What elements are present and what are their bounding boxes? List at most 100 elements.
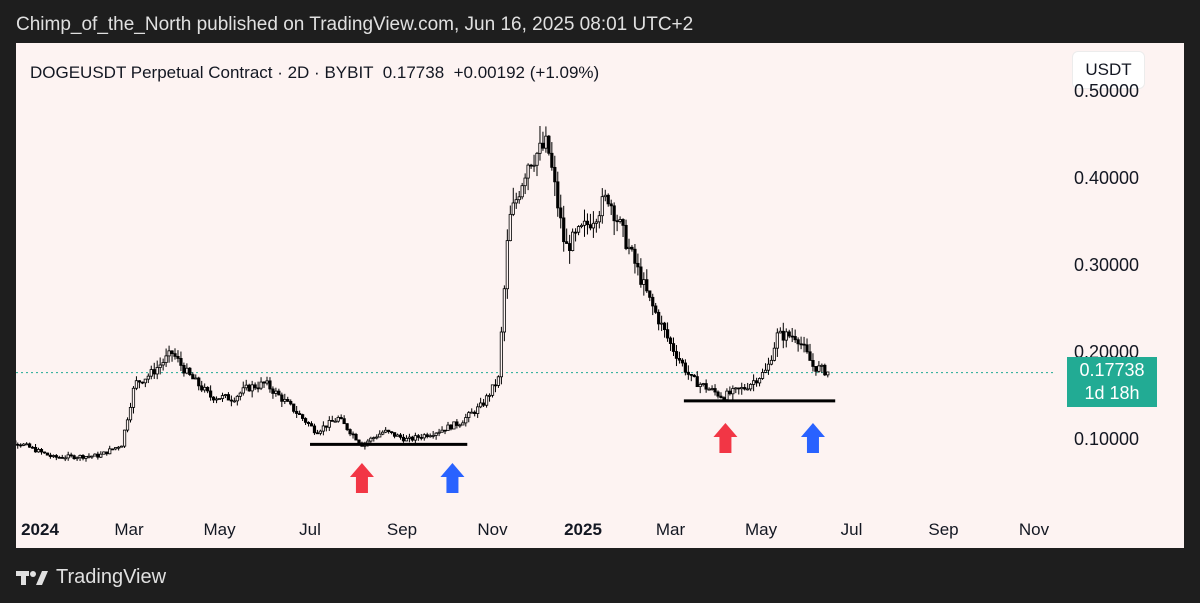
- candle-body: [612, 205, 616, 222]
- candle-body: [345, 423, 349, 430]
- time-tick-label: 2025: [564, 520, 602, 539]
- chart-panel[interactable]: DOGEUSDT Perpetual Contract · 2D · BYBIT…: [16, 43, 1184, 548]
- candle-body: [87, 455, 91, 458]
- candle-body: [680, 359, 685, 364]
- candle-body: [585, 220, 590, 226]
- candle-body: [39, 449, 44, 453]
- candle-body: [532, 164, 536, 167]
- candle-body: [247, 384, 251, 392]
- candle-body: [437, 431, 441, 434]
- candle-body: [78, 454, 82, 459]
- candle-body: [553, 166, 557, 183]
- blue-arrow-marker: [440, 463, 465, 493]
- candle-body: [473, 411, 477, 414]
- candle-body: [763, 369, 768, 373]
- candle-body: [562, 217, 566, 243]
- candle-body: [461, 422, 465, 426]
- tradingview-brand: TradingView: [56, 566, 167, 588]
- candle-body: [19, 444, 23, 447]
- candle-body: [571, 231, 575, 251]
- candle-body: [369, 437, 373, 442]
- time-tick-label: Nov: [1018, 520, 1050, 539]
- candle-body: [206, 386, 210, 392]
- candlestick-plot[interactable]: [16, 43, 1056, 513]
- candle-body: [665, 329, 670, 339]
- candle-body: [131, 387, 136, 408]
- candle-body: [339, 416, 343, 420]
- candle-body: [134, 380, 139, 389]
- candle-body: [93, 453, 97, 457]
- candle-body: [689, 374, 693, 376]
- candle-body: [220, 395, 225, 399]
- candle-body: [431, 435, 435, 437]
- candle-body: [161, 362, 165, 366]
- candle-body: [523, 177, 527, 187]
- candle-body: [707, 388, 711, 391]
- candle-body: [594, 221, 598, 224]
- candle-body: [158, 364, 162, 368]
- candle-body: [654, 305, 658, 313]
- candle-body: [152, 369, 156, 375]
- candle-body: [449, 424, 453, 430]
- candle-body: [72, 455, 76, 460]
- candle-body: [505, 240, 509, 290]
- candle-body: [188, 367, 192, 375]
- candle-body: [250, 384, 254, 392]
- candle-body: [683, 362, 687, 373]
- candle-body: [146, 375, 150, 380]
- candle-body: [662, 322, 667, 331]
- price-tick-label: 0.10000: [1074, 429, 1140, 449]
- candle-body: [306, 421, 311, 425]
- price-tick-label: 0.50000: [1074, 81, 1140, 101]
- currency-button[interactable]: USDT: [1072, 51, 1145, 89]
- candle-body: [229, 399, 233, 402]
- candle-body: [398, 434, 403, 438]
- candle-body: [722, 397, 726, 401]
- candle-body: [648, 290, 652, 298]
- candle-body: [387, 429, 391, 433]
- candle-body: [309, 423, 314, 427]
- symbol-legend: DOGEUSDT Perpetual Contract · 2D · BYBIT…: [30, 63, 599, 83]
- candle-body: [657, 311, 661, 325]
- red-arrow-marker: [713, 423, 738, 453]
- candle-body: [336, 416, 340, 422]
- candle-body: [149, 369, 153, 377]
- candle-body: [716, 391, 720, 397]
- candle-body: [496, 376, 501, 386]
- candle-body: [286, 398, 290, 402]
- candle-body: [677, 357, 682, 361]
- candle-body: [351, 433, 355, 436]
- candle-body: [535, 152, 539, 166]
- time-tick-label: May: [203, 520, 236, 539]
- candle-body: [60, 456, 64, 459]
- candle-body: [99, 453, 103, 458]
- candle-body: [137, 380, 142, 383]
- candle-body: [324, 425, 328, 428]
- candle-body: [235, 395, 239, 402]
- tradingview-footer[interactable]: TradingView: [16, 566, 166, 589]
- candle-body: [710, 388, 714, 390]
- candle-body: [479, 402, 483, 408]
- candle-body: [811, 360, 815, 367]
- candle-body: [318, 430, 323, 434]
- published-by-text: Chimp_of_the_North published on TradingV…: [16, 14, 694, 35]
- candle-body: [182, 365, 186, 374]
- candle-body: [499, 331, 504, 378]
- current-price-label: 0.17738: [1079, 360, 1145, 380]
- candle-body: [191, 374, 195, 380]
- candle-body: [114, 447, 118, 450]
- candle-body: [760, 372, 765, 379]
- last-price: 0.17738: [382, 63, 445, 82]
- candle-body: [446, 424, 450, 431]
- candle-body: [826, 371, 830, 376]
- candle-body: [119, 445, 124, 448]
- candle-body: [111, 448, 115, 451]
- candle-body: [502, 288, 506, 333]
- candle-body: [615, 220, 619, 223]
- candle-body: [434, 432, 438, 436]
- candle-body: [547, 135, 551, 154]
- candle-body: [140, 381, 144, 384]
- candle-body: [274, 390, 278, 394]
- candle-body: [796, 339, 800, 345]
- candle-body: [45, 452, 50, 456]
